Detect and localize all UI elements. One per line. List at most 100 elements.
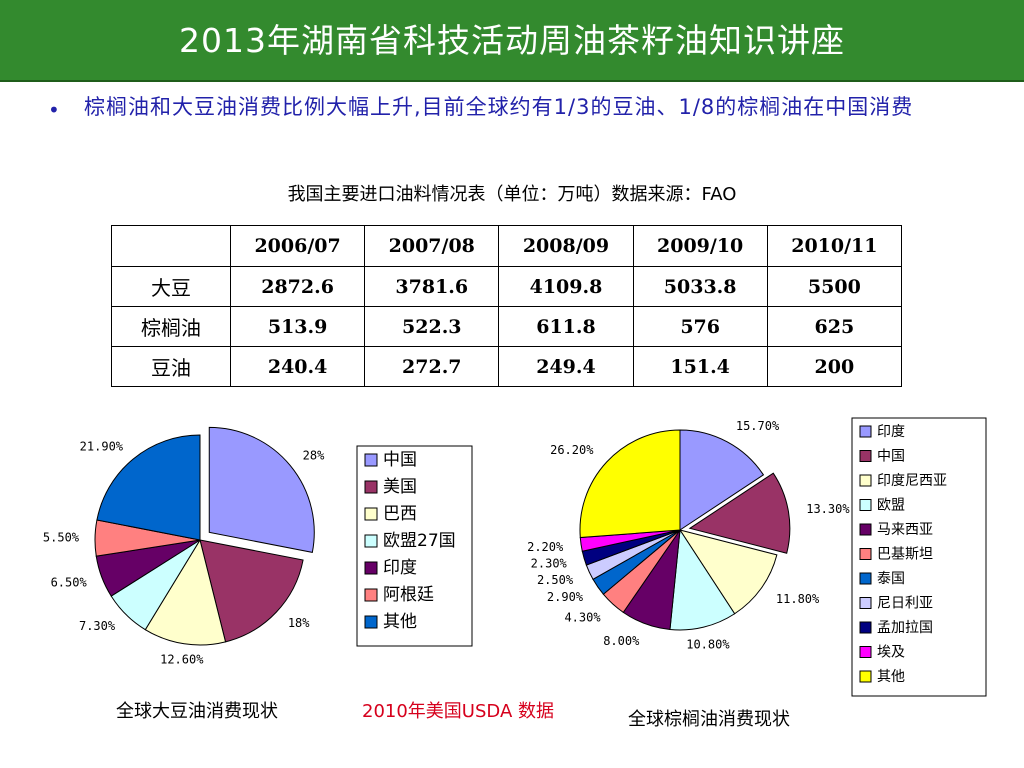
pie-slice [208,426,315,553]
table-row: 豆油 240.4 272.7 249.4 151.4 200 [111,346,903,387]
slice-label: 6.50% [51,575,88,589]
table-cell: 522.3 [364,306,500,347]
legend-swatch [859,450,872,462]
pie-slice [688,472,791,554]
slice-label: 10.80% [686,638,730,652]
table-header-cell: 2010/11 [766,225,903,267]
table-cell: 249.4 [498,346,634,387]
legend-swatch [364,480,378,494]
slice-label: 5.50% [43,531,80,545]
legend-label: 巴西 [383,504,417,524]
table-cell: 5033.8 [632,266,768,307]
legend-swatch [364,561,378,575]
table-cell: 5500 [766,266,903,307]
legend-swatch [364,588,378,602]
table-header-cell: 2009/10 [632,225,768,267]
pie-slice [678,529,778,615]
legend-label: 阿根廷 [383,585,434,605]
table-cell: 151.4 [632,346,768,387]
legend-label: 泰国 [877,571,905,587]
legend-label: 美国 [383,477,417,497]
table-cell: 576 [632,306,768,347]
legend-label: 马来西亚 [877,522,933,538]
title-bar: 2013年湖南省科技活动周油茶籽油知识讲座 [0,0,1024,82]
slice-label: 4.30% [564,610,601,624]
pie-slice [199,539,304,643]
table-row: 棕榈油 513.9 522.3 611.8 576 625 [111,306,903,347]
legend-swatch [859,646,872,658]
legend-label: 印度 [383,558,417,578]
data-source-caption: 2010年美国USDA 数据 [362,701,554,722]
legend-swatch [859,474,872,487]
table-cell: 3781.6 [364,266,500,307]
table-cell: 611.8 [498,306,634,347]
pie-slice [669,528,736,631]
soybean-chart-caption: 全球大豆油消费现状 [116,701,278,722]
slice-label: 2.50% [537,573,574,587]
legend-label: 欧盟 [877,498,905,514]
slice-label: 15.70% [736,419,780,433]
table-cell: 625 [766,306,903,347]
table-cell: 272.7 [364,346,500,387]
table-row-label: 棕榈油 [111,306,231,347]
bullet-marker: • [48,98,60,122]
legend-swatch [859,425,872,438]
table-cell: 240.4 [229,346,366,387]
legend-swatch [859,572,872,585]
slice-label: 18% [288,616,310,630]
legend-swatch [859,621,872,634]
legend-swatch [859,523,872,536]
legend-label: 其他 [383,612,417,632]
table-header-row: 2006/07 2007/08 2008/09 2009/10 2010/11 [111,225,903,267]
slice-label: 2.90% [547,590,584,604]
slice-label: 7.30% [79,619,116,633]
slice-label: 21.90% [80,440,124,454]
pie-slice [96,434,201,541]
bullet-text: 棕榈油和大豆油消费比例大幅上升,目前全球约有1/3的豆油、1/8的棕榈油在中国消… [84,95,914,119]
import-table: 2006/07 2007/08 2008/09 2009/10 2010/11 … [111,225,903,387]
legend-label: 巴基斯坦 [877,546,933,563]
legend-label: 尼日利亚 [877,596,933,612]
legend-label: 埃及 [877,645,905,661]
slice-label: 28% [303,448,325,462]
table-caption: 我国主要进口油料情况表（单位：万吨）数据来源：FAO [287,184,737,205]
table-cell: 2872.6 [229,266,366,307]
slice-label: 12.60% [160,653,204,667]
pie-slice [579,429,681,539]
legend-label: 印度 [877,424,905,440]
table-row-label: 大豆 [111,266,231,307]
slide-title: 2013年湖南省科技活动周油茶籽油知识讲座 [179,21,845,60]
legend-swatch [859,499,872,511]
slice-label: 11.80% [776,592,820,606]
legend-label: 印度尼西亚 [877,473,947,489]
soybean-oil-pie-chart: 28% 18% 12.60% 7.30% 6.50% 5.50% 21.90% 中国美国巴西欧… [43,426,473,667]
pie-slice [144,538,227,646]
slice-label: 2.30% [531,556,568,570]
slice-label: 13.30% [806,502,850,516]
legend-swatch [859,597,872,609]
chart-legend [851,417,987,697]
table-header-cell [111,225,231,267]
pie-slice [679,429,765,531]
legend-swatch [364,453,378,467]
table-cell: 513.9 [229,306,366,347]
table-cell: 4109.8 [498,266,634,307]
table-header-cell: 2008/09 [498,225,634,267]
legend-swatch [364,615,378,629]
slice-label: 26.20% [550,443,594,457]
legend-label: 欧盟27国 [383,531,456,551]
legend-label: 其他 [877,669,905,685]
legend-swatch [364,534,378,548]
palm-chart-caption: 全球棕榈油消费现状 [628,709,790,730]
slice-label: 8.00% [603,634,640,648]
table-row-label: 豆油 [111,346,231,387]
legend-label: 中国 [383,450,417,470]
table-row: 大豆 2872.6 3781.6 4109.8 5033.8 5500 [111,266,903,307]
legend-label: 中国 [877,449,905,465]
legend-label: 孟加拉国 [877,620,933,636]
table-header-cell: 2007/08 [364,225,500,267]
legend-swatch [859,670,872,683]
legend-swatch [859,548,872,560]
table-cell: 200 [766,346,903,387]
legend-swatch [364,507,378,521]
